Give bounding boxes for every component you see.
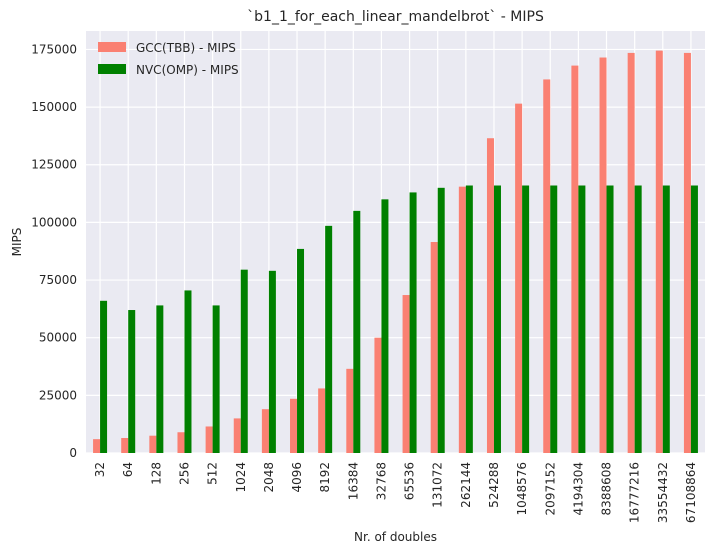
bar-gcc [599, 57, 607, 453]
bar-gcc [543, 79, 551, 453]
bar-gcc [458, 186, 466, 453]
bar-gcc [655, 50, 663, 453]
bar-gcc [177, 432, 185, 453]
bars [93, 50, 698, 454]
bar-nvc [128, 310, 136, 453]
chart-title: `b1_1_for_each_linear_mandelbrot` - MIPS [247, 9, 544, 25]
bar-gcc [318, 388, 326, 453]
bar-gcc [374, 337, 382, 453]
bar-nvc [353, 210, 361, 453]
x-tick-label: 2097152 [543, 462, 557, 515]
bar-nvc [268, 270, 276, 453]
bar-nvc [240, 269, 248, 453]
bar-nvc [156, 305, 164, 453]
x-axis-label: Nr. of doubles [354, 530, 437, 544]
bar-gcc [93, 439, 101, 453]
y-tick-label: 50000 [39, 331, 77, 345]
bar-gcc [515, 103, 523, 453]
bar-gcc [121, 438, 129, 453]
x-tick-label: 4096 [290, 462, 304, 493]
bar-nvc [690, 185, 698, 453]
x-tick-label: 16384 [346, 462, 360, 500]
legend-label-gcc: GCC(TBB) - MIPS [136, 41, 236, 55]
bar-gcc [430, 242, 438, 453]
x-tick-label: 33554432 [656, 462, 670, 523]
y-tick-label: 175000 [31, 42, 77, 56]
bar-nvc [493, 185, 501, 453]
y-tick-labels: 0 25000 50000 75000 100000 125000 150000 175000 [31, 42, 77, 460]
x-tick-label: 64 [121, 462, 135, 477]
bar-nvc [212, 305, 220, 453]
x-tick-label: 4194304 [571, 462, 585, 515]
x-tick-label: 32768 [374, 462, 388, 500]
y-tick-label: 25000 [39, 388, 77, 402]
bar-nvc [100, 300, 108, 453]
bar-nvc [297, 248, 305, 453]
bar-nvc [465, 185, 473, 453]
y-tick-label: 0 [69, 446, 77, 460]
legend-swatch-nvc [98, 64, 126, 74]
bar-gcc [346, 368, 354, 453]
legend: GCC(TBB) - MIPS NVC(OMP) - MIPS [98, 41, 239, 77]
bar-gcc [149, 435, 157, 453]
x-tick-label: 8388608 [600, 462, 614, 515]
legend-swatch-gcc [98, 42, 126, 52]
bar-nvc [325, 225, 333, 453]
y-tick-label: 75000 [39, 273, 77, 287]
bar-nvc [522, 185, 530, 453]
y-axis-label: MIPS [10, 228, 24, 257]
bar-nvc [662, 185, 670, 453]
x-tick-label: 1048576 [515, 462, 529, 515]
bar-nvc [578, 185, 586, 453]
x-tick-labels: 32 64 128 256 512 1024 2048 4096 8192 16384 32768 6… [93, 462, 698, 523]
bar-nvc [381, 199, 389, 453]
bar-gcc [486, 138, 494, 454]
bar-gcc [261, 409, 269, 453]
bar-gcc [205, 426, 213, 453]
bar-nvc [634, 185, 642, 453]
x-tick-label: 67108864 [684, 462, 698, 523]
bar-gcc [571, 65, 579, 454]
bar-nvc [606, 185, 614, 453]
bar-nvc [409, 192, 417, 453]
bar-nvc [184, 290, 192, 453]
x-tick-label: 2048 [262, 462, 276, 493]
bar-gcc [233, 418, 241, 453]
x-tick-label: 65536 [403, 462, 417, 500]
y-tick-label: 150000 [31, 100, 77, 114]
x-tick-label: 32 [93, 462, 107, 477]
x-tick-label: 16777216 [628, 462, 642, 523]
x-tick-label: 1024 [234, 462, 248, 493]
bar-nvc [437, 187, 445, 453]
y-tick-label: 100000 [31, 215, 77, 229]
bar-nvc [550, 185, 558, 453]
x-tick-label: 128 [149, 462, 163, 485]
bar-gcc [683, 52, 691, 453]
x-tick-label: 524288 [487, 462, 501, 508]
y-tick-label: 125000 [31, 158, 77, 172]
legend-label-nvc: NVC(OMP) - MIPS [136, 63, 239, 77]
x-tick-label: 262144 [459, 462, 473, 508]
bar-gcc [627, 52, 635, 453]
x-tick-label: 256 [177, 462, 191, 485]
x-tick-label: 512 [206, 462, 220, 485]
x-tick-label: 8192 [318, 462, 332, 493]
bar-gcc [402, 295, 410, 453]
x-tick-label: 131072 [431, 462, 445, 508]
bar-gcc [290, 398, 298, 453]
